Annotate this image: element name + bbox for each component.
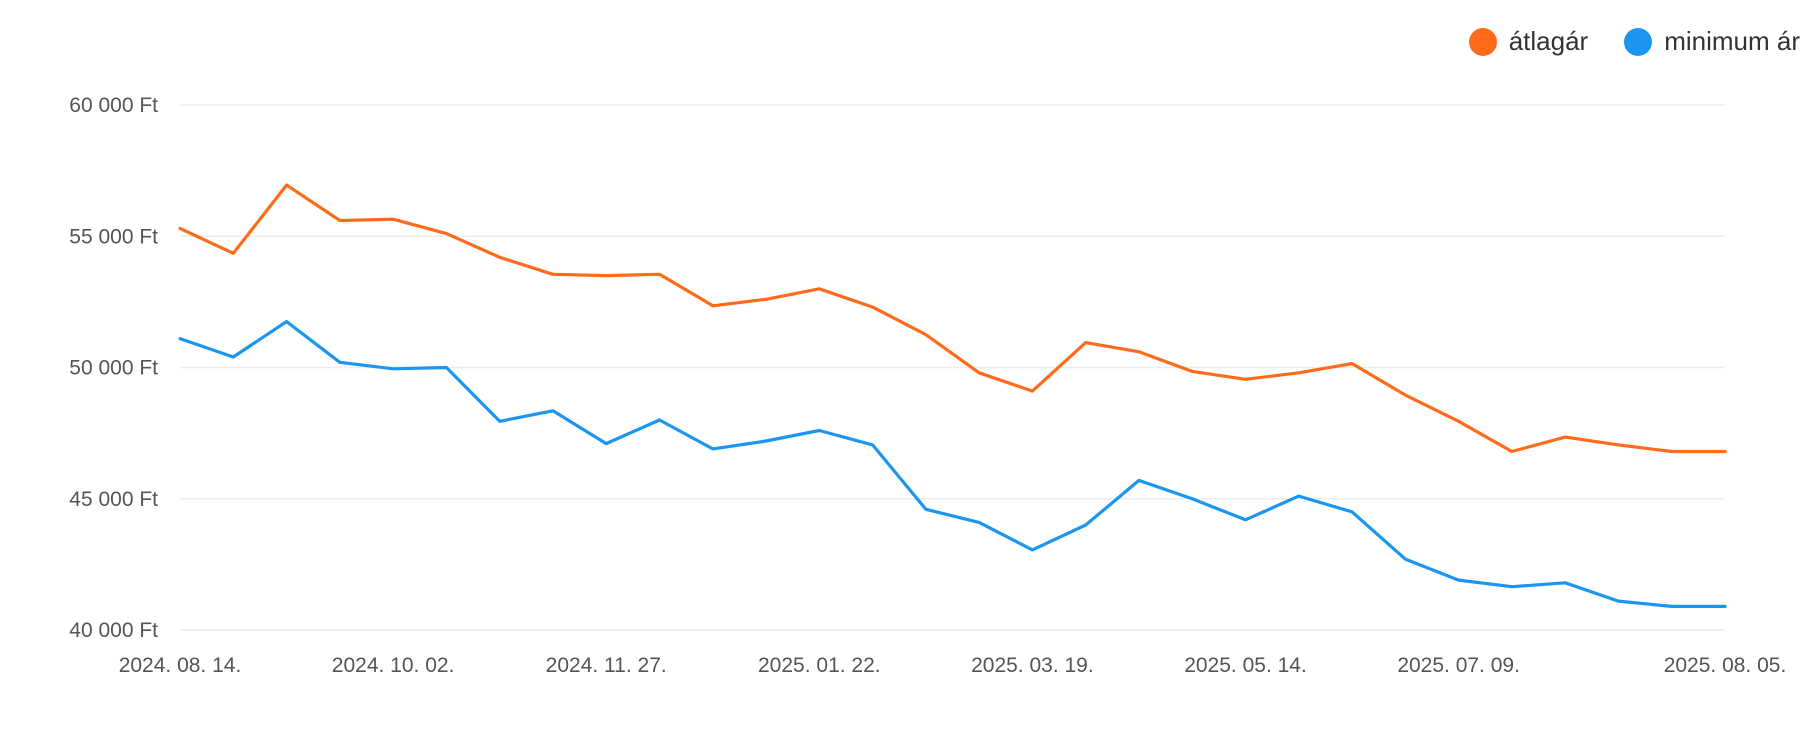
y-tick-label: 55 000 Ft [69, 225, 158, 248]
legend-marker-atlagar [1468, 27, 1497, 56]
x-tick-label: 2025. 08. 05. [1664, 654, 1787, 677]
x-tick-label: 2024. 10. 02. [332, 654, 455, 677]
series-lines [178, 183, 1727, 609]
legend-item-minimum-ar[interactable]: minimum ár [1624, 26, 1800, 57]
y-tick-label: 45 000 Ft [69, 488, 158, 511]
x-tick-label: 2024. 08. 14. [119, 654, 242, 677]
y-tick-label: 60 000 Ft [69, 94, 158, 117]
legend-marker-minimum-ar [1624, 27, 1653, 56]
legend-item-atlagar[interactable]: átlagár [1468, 26, 1589, 57]
x-tick-label: 2025. 03. 19. [971, 654, 1094, 677]
y-tick-label: 50 000 Ft [69, 357, 158, 380]
x-tick-label: 2025. 01. 22. [758, 654, 881, 677]
y-tick-label: 40 000 Ft [69, 619, 158, 642]
legend-label-minimum-ar: minimum ár [1664, 26, 1800, 56]
legend: átlagár minimum ár [1468, 26, 1808, 57]
x-tick-label: 2025. 05. 14. [1184, 654, 1307, 677]
y-axis-ticks: 40 000 Ft 45 000 Ft 50 000 Ft 55 000 Ft 60 0… [69, 94, 158, 642]
series-line-atlagar[interactable] [178, 183, 1727, 454]
legend-label-atlagar: átlagár [1508, 26, 1589, 56]
x-axis-ticks: 2024. 08. 14. 2024. 10. 02. 2024. 11. 27. 2… [119, 654, 1787, 677]
x-tick-label: 2025. 07. 09. [1397, 654, 1520, 677]
x-tick-label: 2024. 11. 27. [546, 654, 667, 677]
series-line-minimum-ar[interactable] [178, 320, 1727, 609]
